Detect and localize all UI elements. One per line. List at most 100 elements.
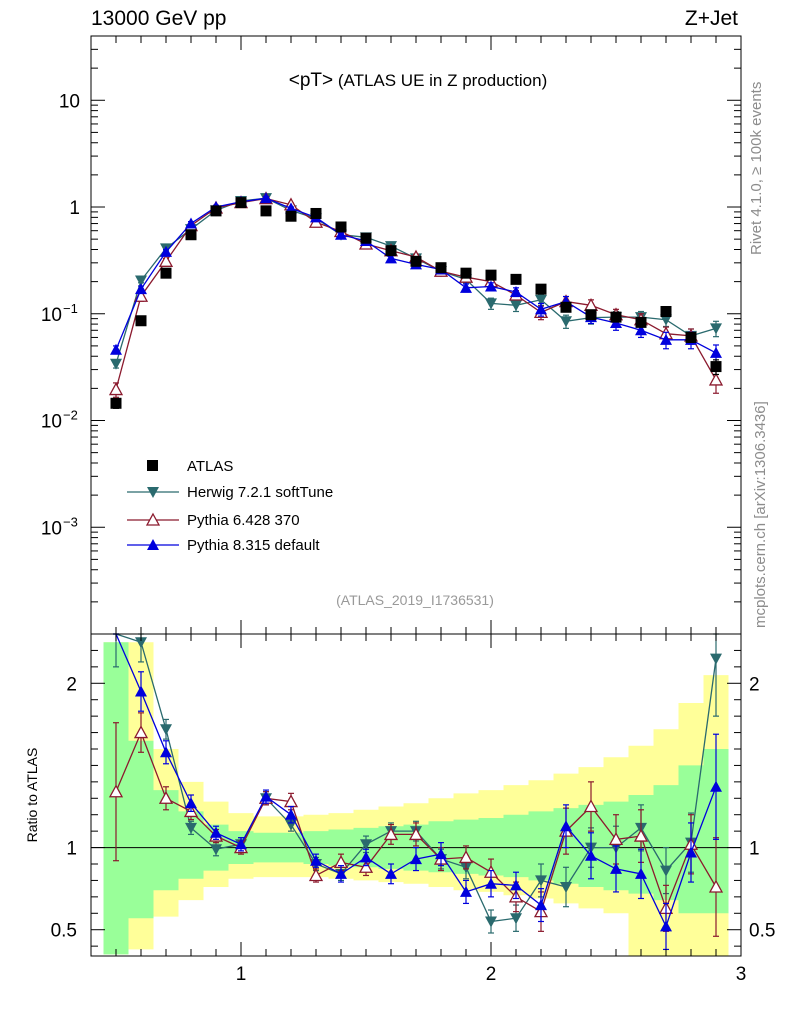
legend-label-pythia8: Pythia 8.315 default xyxy=(187,537,320,554)
ratio-pythia-8-315-default-point xyxy=(510,879,522,891)
ratio-herwig-7-2-1-softtune-point xyxy=(485,916,497,928)
main-herwig-7-2-1-softtune-point xyxy=(560,316,572,328)
legend-entry-pythia8: Pythia 8.315 default xyxy=(127,537,320,554)
ratio-herwig-7-2-1-softtune-point xyxy=(185,822,197,834)
main-pythia-8-315-default-point xyxy=(285,202,297,214)
main-herwig-7-2-1-softtune-point xyxy=(135,275,147,287)
main-atlas-point xyxy=(635,316,647,328)
ratio-pythia-6-428-370-point xyxy=(458,850,474,864)
ratio-pythia-8-315-default-point xyxy=(410,853,422,865)
main-atlas-point xyxy=(235,197,247,209)
main-herwig-7-2-1-softtune-point xyxy=(485,298,497,310)
ratio-pythia-8-315-default-point xyxy=(710,780,722,792)
main-pythia-6-428-370-point xyxy=(708,372,724,386)
ratio-pythia-8-315-default-point xyxy=(585,849,597,861)
ratio-ytick-label-right: 0.5 xyxy=(749,921,775,942)
legend-label-atlas: ATLAS xyxy=(187,458,233,475)
main-atlas-point xyxy=(310,207,322,219)
ratio-pythia-8-315-default-point xyxy=(185,797,197,809)
main-atlas-point xyxy=(560,301,572,313)
main-herwig-7-2-1-softtune-point xyxy=(535,294,547,306)
mcplots-label: mcplots.cern.ch [arXiv:1306.3436] xyxy=(752,401,769,628)
main-pythia-6-428-370-point xyxy=(158,253,174,267)
main-herwig-7-2-1-softtune-point xyxy=(510,300,522,312)
main-atlas-point xyxy=(585,309,597,321)
ratio-pythia-8-315-default-point xyxy=(685,846,697,858)
ratio-pythia-6-428-370-point xyxy=(408,827,424,841)
ratio-herwig-7-2-1-softtune-point xyxy=(510,913,522,925)
main-atlas-point xyxy=(610,311,622,323)
ratio-pythia-8-315-default-point xyxy=(335,867,347,879)
main-herwig-7-2-1-softtune-point xyxy=(710,323,722,335)
main-atlas-point xyxy=(335,221,347,233)
main-atlas-point xyxy=(160,267,172,279)
ratio-pythia-8-315-default-point xyxy=(635,867,647,879)
ratio-pythia-8-315-default-series xyxy=(113,633,722,951)
ratio-plot-frame xyxy=(90,633,742,957)
main-atlas-point xyxy=(460,267,472,279)
main-pythia-8-315-default-point xyxy=(385,252,397,264)
ratio-pythia-8-315-default-point xyxy=(310,854,322,866)
ratio-ytick-label-left: 1 xyxy=(66,839,77,860)
ratio-ylabel: Ratio to ATLAS xyxy=(24,748,40,843)
rivet-version-label: Rivet 4.1.0, ≥ 100k events xyxy=(748,81,765,255)
legend-entry-atlas: ATLAS xyxy=(147,458,233,475)
ratio-pythia-8-315-default-point xyxy=(385,867,397,879)
ratio-herwig-7-2-1-softtune-point xyxy=(160,724,172,736)
main-pythia-8-315-default-point xyxy=(335,228,347,240)
ratio-herwig-7-2-1-softtune-point xyxy=(535,875,547,887)
analysis-watermark: (ATLAS_2019_I1736531) xyxy=(336,592,494,608)
main-ytick-exponent: −2 xyxy=(63,408,78,423)
main-atlas-point xyxy=(260,205,272,217)
ratio-herwig-7-2-1-softtune-point xyxy=(360,839,372,851)
legend-label-pythia6: Pythia 6.428 370 xyxy=(187,512,300,529)
ratio-pythia-8-315-default-point xyxy=(135,685,147,697)
ratio-pythia-8-315-default-point xyxy=(285,808,297,820)
main-atlas-point xyxy=(660,305,672,317)
legend-entry-pythia6: Pythia 6.428 370 xyxy=(127,512,300,529)
ratio-pythia-6-428-370-point xyxy=(108,784,124,798)
ratio-pythia-8-315-default-point xyxy=(435,848,447,860)
main-pythia-8-315-default-point xyxy=(460,281,472,293)
main-ytick-exponent: −1 xyxy=(63,301,78,316)
main-pythia-6-428-370-line xyxy=(115,197,717,390)
main-herwig-7-2-1-softtune-series xyxy=(110,193,722,370)
main-atlas-point xyxy=(410,255,422,267)
ratio-pythia-6-428-370-point xyxy=(583,799,599,813)
main-atlas-point xyxy=(135,315,147,327)
main-atlas-point xyxy=(710,361,722,373)
ratio-pythia-8-315-default-point xyxy=(210,826,222,838)
main-pythia-8-315-default-point xyxy=(185,217,197,229)
main-pythia-6-428-370-series xyxy=(108,191,724,398)
ratio-xtick-label: 3 xyxy=(736,964,747,985)
ratio-pythia-8-315-default-point xyxy=(485,877,497,889)
ratio-herwig-7-2-1-softtune-point xyxy=(210,844,222,856)
ratio-pythia-8-315-default-point xyxy=(260,790,272,802)
main-atlas-point xyxy=(285,210,297,222)
ratio-pythia-6-428-370-point xyxy=(358,859,374,873)
ratio-ytick-label-left: 2 xyxy=(66,674,77,695)
main-atlas-point xyxy=(535,283,547,295)
ratio-pythia-6-428-370-point xyxy=(158,790,174,804)
ratio-herwig-7-2-1-softtune-point xyxy=(660,865,672,877)
ratio-pythia-8-315-default-point xyxy=(460,885,472,897)
ratio-herwig-7-2-1-softtune-point xyxy=(285,819,297,831)
main-ytick-exponent: −3 xyxy=(63,514,78,529)
main-atlas-point xyxy=(435,262,447,274)
plot-title-main: <pT> xyxy=(289,70,333,91)
ratio-pythia-8-315-default-point xyxy=(610,862,622,874)
main-herwig-7-2-1-softtune-point xyxy=(660,314,672,326)
main-pythia-6-428-370-point xyxy=(108,382,124,396)
ratio-ytick-label-right: 1 xyxy=(749,839,760,860)
ratio-pythia-6-428-370-point xyxy=(708,879,724,893)
ratio-xtick-label: 2 xyxy=(486,964,497,985)
ratio-xtick-label: 1 xyxy=(236,964,247,985)
main-pythia-8-315-default-point xyxy=(110,343,122,355)
plot-title: <pT> (ATLAS UE in Z production) xyxy=(289,70,548,91)
ratio-pythia-8-315-default-point xyxy=(560,820,572,832)
main-atlas-point xyxy=(185,229,197,241)
ratio-ytick-label-right: 2 xyxy=(749,674,760,695)
main-pythia-8-315-default-point xyxy=(160,245,172,257)
ratio-pythia-6-428-370-point xyxy=(133,725,149,739)
